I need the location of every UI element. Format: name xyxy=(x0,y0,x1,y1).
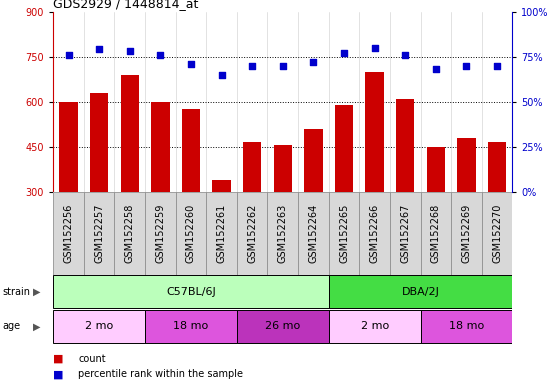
Bar xyxy=(268,192,298,275)
Text: 18 mo: 18 mo xyxy=(449,321,484,331)
Bar xyxy=(360,192,390,275)
Bar xyxy=(304,129,323,192)
Bar xyxy=(59,102,78,192)
Point xyxy=(64,52,73,58)
Bar xyxy=(421,310,512,343)
Bar xyxy=(206,192,237,275)
Point xyxy=(156,52,165,58)
Point xyxy=(278,63,287,69)
Bar xyxy=(298,192,329,275)
Bar xyxy=(427,147,445,192)
Bar xyxy=(212,180,231,192)
Bar xyxy=(274,146,292,192)
Bar xyxy=(335,105,353,192)
Text: count: count xyxy=(78,354,106,364)
Text: GSM152267: GSM152267 xyxy=(400,204,410,263)
Point xyxy=(186,61,195,67)
Text: DBA/2J: DBA/2J xyxy=(402,287,440,297)
Point xyxy=(339,50,348,56)
Text: GSM152263: GSM152263 xyxy=(278,204,288,263)
Text: GSM152270: GSM152270 xyxy=(492,204,502,263)
Text: age: age xyxy=(3,321,21,331)
Point xyxy=(431,66,440,72)
Text: ▶: ▶ xyxy=(32,287,40,297)
Point xyxy=(125,48,134,54)
Text: GSM152256: GSM152256 xyxy=(63,204,73,263)
Bar xyxy=(237,310,329,343)
Text: GSM152261: GSM152261 xyxy=(217,204,227,263)
Point xyxy=(309,59,318,65)
Bar xyxy=(451,192,482,275)
Text: GDS2929 / 1448814_at: GDS2929 / 1448814_at xyxy=(53,0,199,10)
Text: GSM152260: GSM152260 xyxy=(186,204,196,263)
Bar xyxy=(176,192,206,275)
Bar xyxy=(421,192,451,275)
Bar xyxy=(53,310,145,343)
Bar xyxy=(396,99,414,192)
Text: ■: ■ xyxy=(53,354,64,364)
Text: GSM152269: GSM152269 xyxy=(461,204,472,263)
Text: percentile rank within the sample: percentile rank within the sample xyxy=(78,369,244,379)
Bar xyxy=(243,142,262,192)
Bar xyxy=(53,192,84,275)
Text: GSM152262: GSM152262 xyxy=(247,204,257,263)
Bar xyxy=(390,192,421,275)
Text: 26 mo: 26 mo xyxy=(265,321,300,331)
Point xyxy=(95,46,104,53)
Point xyxy=(370,45,379,51)
Point xyxy=(217,71,226,78)
Bar xyxy=(482,192,512,275)
Bar xyxy=(84,192,114,275)
Point xyxy=(248,63,256,69)
Text: 18 mo: 18 mo xyxy=(174,321,208,331)
Bar xyxy=(53,275,329,308)
Text: ▶: ▶ xyxy=(32,321,40,331)
Point xyxy=(493,63,502,69)
Bar xyxy=(114,192,145,275)
Text: strain: strain xyxy=(3,287,31,297)
Bar xyxy=(120,74,139,192)
Text: GSM152264: GSM152264 xyxy=(309,204,319,263)
Text: ■: ■ xyxy=(53,369,64,379)
Bar xyxy=(329,192,360,275)
Point xyxy=(401,52,410,58)
Bar xyxy=(458,138,475,192)
Bar xyxy=(329,310,421,343)
Text: 2 mo: 2 mo xyxy=(361,321,389,331)
Bar xyxy=(145,192,176,275)
Text: GSM152258: GSM152258 xyxy=(125,204,135,263)
Text: C57BL/6J: C57BL/6J xyxy=(166,287,216,297)
Bar xyxy=(488,142,506,192)
Text: GSM152265: GSM152265 xyxy=(339,204,349,263)
Bar xyxy=(90,93,108,192)
Bar xyxy=(329,275,512,308)
Bar xyxy=(237,192,268,275)
Bar xyxy=(151,102,170,192)
Text: GSM152259: GSM152259 xyxy=(155,204,165,263)
Text: GSM152266: GSM152266 xyxy=(370,204,380,263)
Text: 2 mo: 2 mo xyxy=(85,321,113,331)
Bar xyxy=(145,310,237,343)
Point xyxy=(462,63,471,69)
Text: GSM152268: GSM152268 xyxy=(431,204,441,263)
Bar xyxy=(182,109,200,192)
Text: GSM152257: GSM152257 xyxy=(94,204,104,263)
Bar xyxy=(366,72,384,192)
